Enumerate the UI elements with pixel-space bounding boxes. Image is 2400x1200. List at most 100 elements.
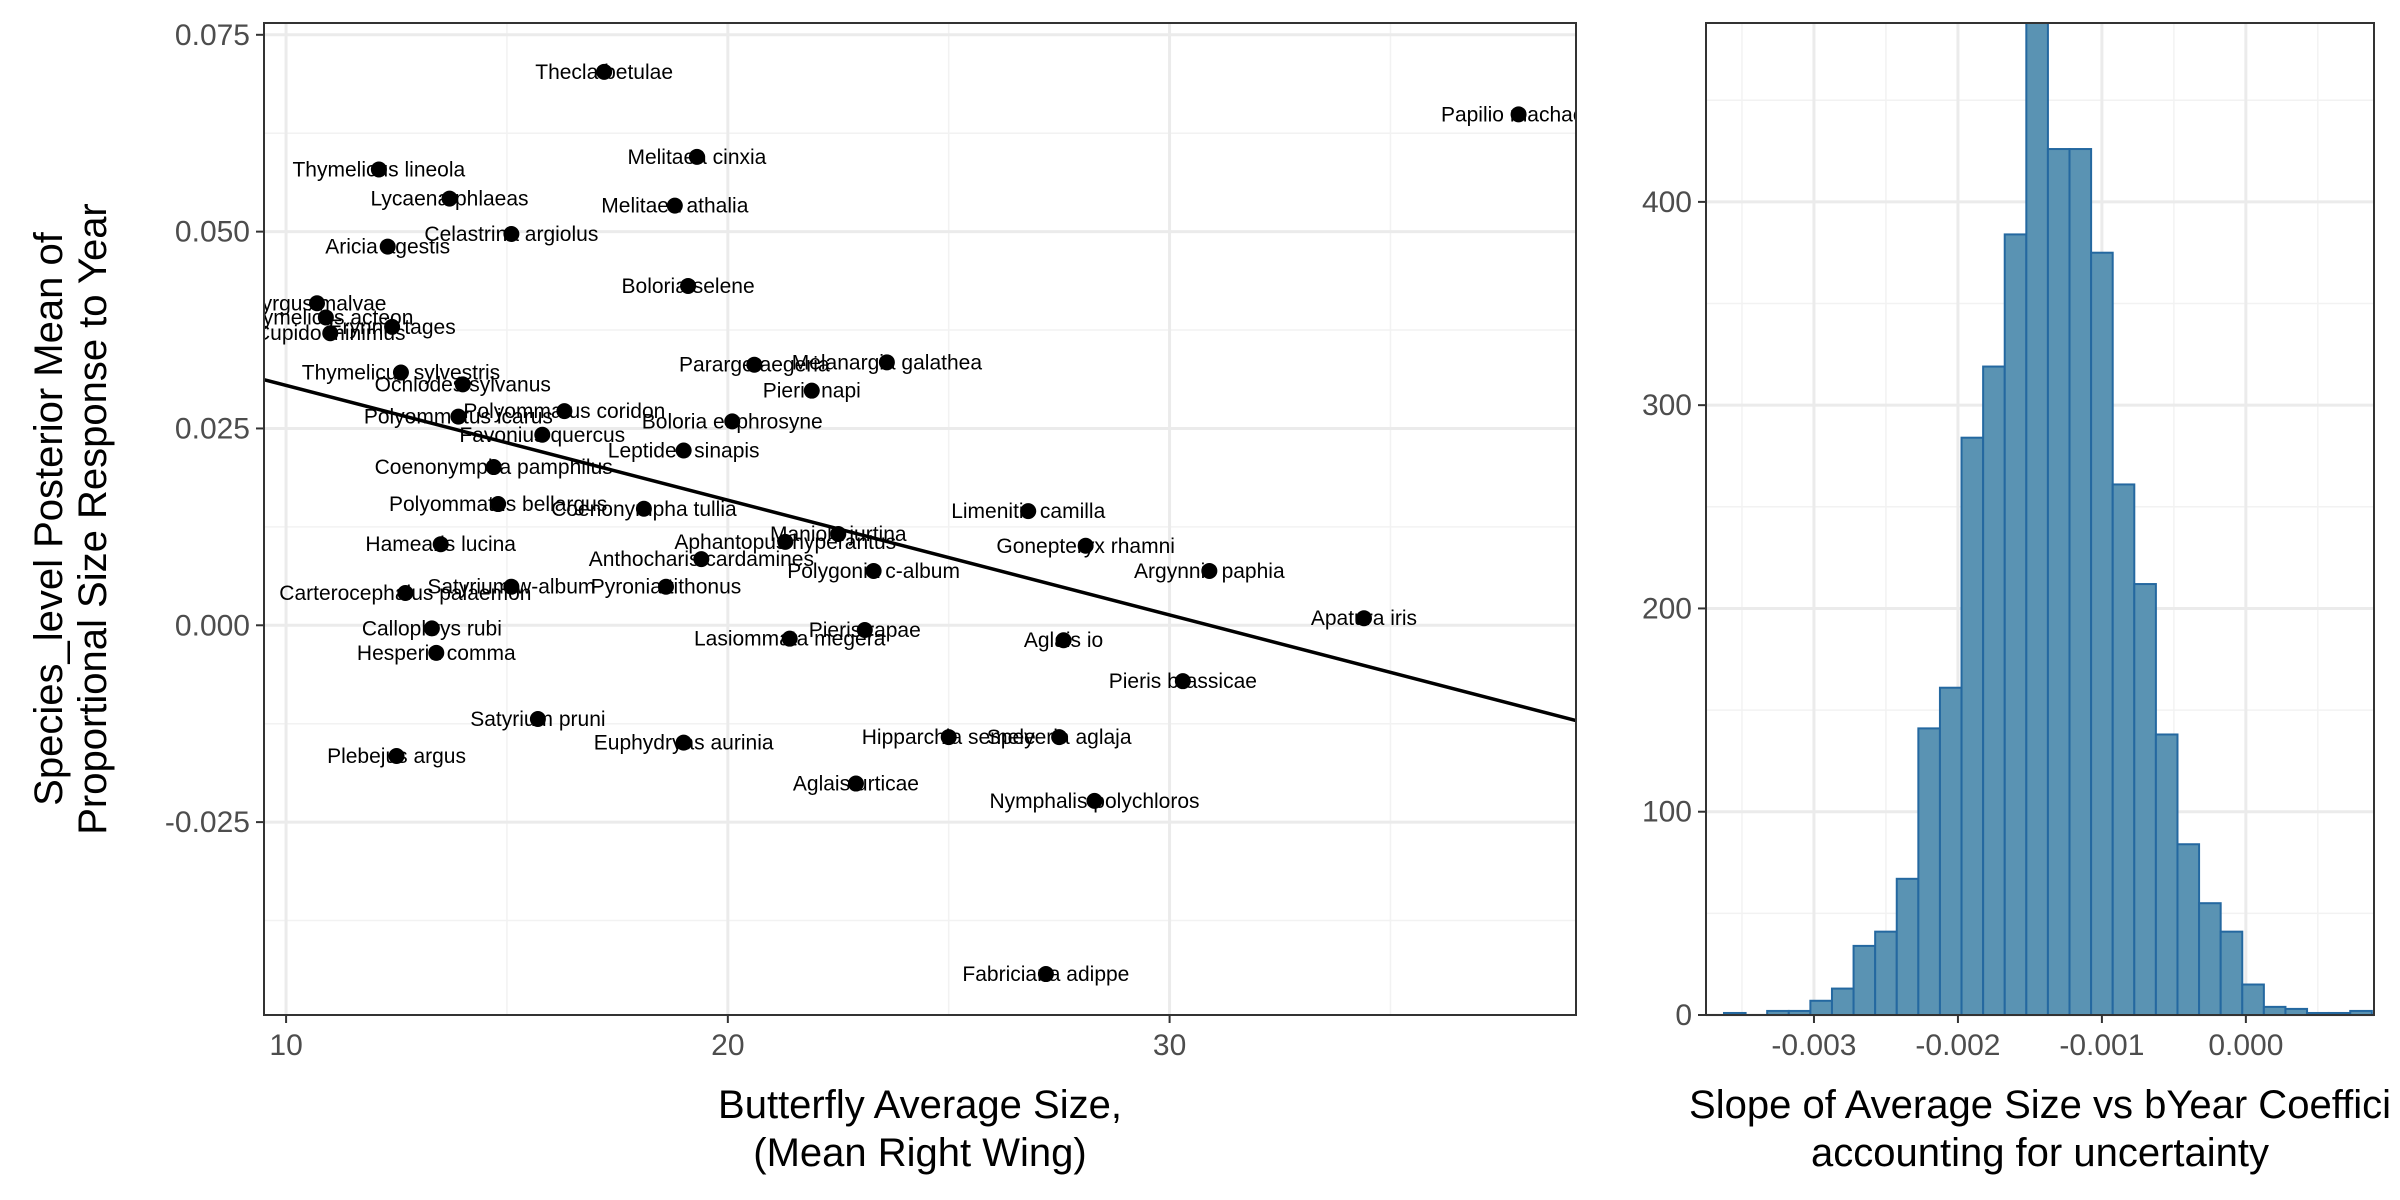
scatter-y-axis-title-line1: Species_level Posterior Mean of (27, 231, 71, 806)
point-melitaea-athalia (666, 197, 683, 214)
point-label-carterocephalus-palaemon: Carterocephalus palaemon (279, 582, 531, 605)
point-thymelicus-lineola (370, 161, 387, 178)
point-label-polyommatus-bellargus: Polyommatus bellargus (389, 493, 607, 516)
histogram-y-tick-label: 0 (1675, 999, 1692, 1032)
point-label-boloria-euphrosyne: Boloria euphrosyne (642, 410, 823, 433)
scatter-x-ticks: 10 20 30 (269, 1015, 1186, 1062)
point-hipparchia-semele (940, 729, 957, 746)
point-label-lycaena-phlaeas: Lycaena phlaeas (371, 188, 529, 211)
histogram-bar (1830, 987, 1855, 1017)
point-label-aglais-io: Aglais io (1024, 629, 1103, 652)
point-label-ochlodes-sylvanus: Ochlodes sylvanus (375, 373, 551, 396)
scatter-gridlines (264, 23, 1576, 1015)
point-celastrina-argiolus (503, 225, 520, 242)
point-label-thymelicus-acteon: Thymelicus acteon (238, 306, 413, 329)
histogram-y-tick-label: 400 (1642, 186, 1692, 219)
histogram-panel: -0.003 -0.002 -0.001 0.000 0 100 200 300 400 Sl… (1642, 22, 2391, 1175)
histogram-panel-border (1705, 22, 2375, 1016)
point-label-polyommatus-coridon: Polyommatus coridon (463, 400, 665, 423)
scatter-panel: Thecla betulae Papilio machaon Thymelicus … (27, 19, 1596, 1175)
point-label-pieris-napi: Pieris napi (763, 380, 861, 403)
histogram-bar (2003, 233, 2028, 1016)
histogram-y-tick-label: 200 (1642, 592, 1692, 625)
histogram-y-ticks: 0 100 200 300 400 (1642, 186, 1706, 1032)
point-label-pieris-rapae: Pieris rapae (809, 619, 921, 642)
point-polyommatus-coridon (556, 403, 573, 420)
scatter-y-axis-title-line2: Proportional Size Response to Year (71, 203, 115, 835)
scatter-points (309, 63, 1527, 983)
histogram-bar (2219, 930, 2244, 1017)
histogram-bar (1874, 930, 1898, 1017)
point-label-erynnis-tages: Erynnis tages (328, 316, 455, 339)
point-ochlodes-sylvanus (454, 376, 471, 393)
point-anthocharis-cardamines (693, 551, 710, 568)
point-label-coenonympha-tullia: Coenonympha tullia (551, 498, 737, 521)
scatter-x-tick-label: 20 (711, 1029, 744, 1062)
point-plebejus-argus (388, 747, 405, 764)
histogram-x-tick-label: -0.001 (2059, 1029, 2144, 1062)
point-fabriciana-adippe (1037, 966, 1054, 983)
point-label-pararge-aegeria: Pararge aegeria (679, 354, 830, 377)
point-limenitis-camilla (1020, 503, 1037, 520)
point-label-lasiommata-megera: Lasiommata megera (694, 628, 886, 651)
point-aphantopus-hyperantus (777, 533, 794, 550)
point-boloria-euphrosyne (724, 413, 741, 430)
scatter-panel-border (263, 22, 1577, 1016)
point-label-hesperia-comma: Hesperia comma (357, 642, 516, 665)
histogram-bar (1852, 944, 1877, 1017)
point-label-papilio-machaon: Papilio machaon (1441, 103, 1596, 126)
histogram-bar (1938, 686, 1963, 1016)
point-label-satyrium-w-album: Satyrium w-album (427, 576, 595, 599)
histogram-bar (1895, 877, 1920, 1016)
point-melanargia-galathea (878, 354, 895, 371)
point-carterocephalus-palaemon (397, 585, 414, 602)
histogram-bar (1960, 436, 1985, 1016)
point-argynnis-paphia (1201, 562, 1218, 579)
scatter-y-tick-label: 0.075 (175, 19, 250, 52)
point-label-satyrium-pruni: Satyrium pruni (470, 708, 605, 731)
point-pieris-brassicae (1174, 673, 1191, 690)
histogram-bar (2046, 148, 2071, 1017)
point-label-thymelicus-lineola: Thymelicus lineola (292, 158, 465, 181)
point-lycaena-phlaeas (441, 190, 458, 207)
scatter-x-tick-label: 30 (1153, 1029, 1186, 1062)
point-label-boloria-selene: Boloria selene (622, 275, 755, 298)
scatter-y-tick-label: -0.025 (165, 806, 250, 839)
point-label-coenonympha-pamphilus: Coenonympha pamphilus (375, 456, 613, 479)
histogram-bar (1982, 365, 2006, 1017)
point-label-aphantopus-hyperantus: Aphantopus hyperantus (674, 531, 896, 554)
histogram-x-axis-title-line2: accounting for uncertainty (1811, 1131, 2269, 1175)
point-nymphalis-polychloros (1086, 792, 1103, 809)
point-maniola-jurtina (830, 525, 847, 542)
point-label-aglais-urticae: Aglais urticae (793, 773, 919, 796)
point-label-hipparchia-semele: Hipparchia semele (862, 726, 1036, 749)
point-hamearis-lucina (432, 536, 449, 553)
point-pyrgus-malvae (309, 295, 326, 312)
point-label-leptidea-sinapis: Leptidea sinapis (608, 440, 760, 463)
point-lasiommata-megera (781, 630, 798, 647)
point-label-limenitis-camilla: Limenitis camilla (951, 500, 1105, 523)
histogram-bar (2025, 22, 2049, 1016)
point-papilio-machaon (1510, 106, 1527, 123)
histogram-x-tick-label: 0.000 (2208, 1029, 2283, 1062)
scatter-x-axis-title-line1: Butterfly Average Size, (718, 1083, 1122, 1127)
histogram-bar (2111, 483, 2136, 1016)
point-thymelicus-acteon (317, 309, 334, 326)
point-pararge-aegeria (746, 356, 763, 373)
point-satyrium-pruni (529, 710, 546, 727)
point-label-pieris-brassicae: Pieris brassicae (1109, 670, 1257, 693)
point-label-maniola-jurtina: Maniola jurtina (770, 523, 907, 546)
histogram-x-ticks: -0.003 -0.002 -0.001 0.000 (1771, 1015, 2283, 1062)
point-boloria-selene (680, 277, 697, 294)
histogram-bar (2241, 983, 2265, 1016)
histogram-bar (1809, 999, 1833, 1017)
scatter-y-ticks: -0.025 0.000 0.025 0.050 0.075 (165, 19, 264, 839)
point-pyronia-tithonus (657, 578, 674, 595)
point-label-callophrys-rubi: Callophrys rubi (362, 617, 502, 640)
point-thecla-betulae (596, 63, 613, 80)
point-label-polygonia-c-album: Polygonia c-album (787, 560, 960, 583)
point-callophrys-rubi (423, 620, 440, 637)
scatter-point-labels: Thecla betulae Papilio machaon Thymelicus … (238, 61, 1596, 986)
histogram-bar (2198, 902, 2222, 1016)
point-label-nymphalis-polychloros: Nymphalis polychloros (989, 790, 1199, 813)
